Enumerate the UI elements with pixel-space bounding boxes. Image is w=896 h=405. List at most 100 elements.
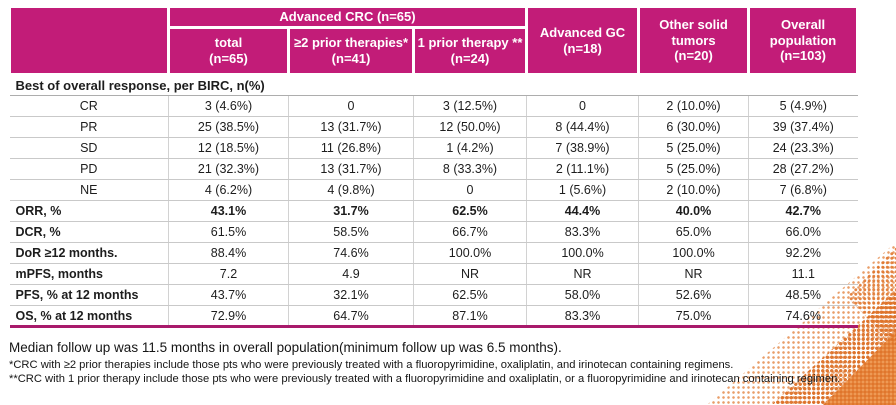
cell-value: 4.9 [288,263,414,285]
cell-value: 1 (4.2%) [412,137,527,159]
cell-value: 39 (37.4%) [748,116,858,138]
cell-value: 3 (12.5%) [412,95,527,117]
cell-value: NR [638,263,749,285]
cell-value: 66.7% [412,221,527,243]
cell-value: 8 (33.3%) [412,158,527,180]
cell-value: 61.5% [168,221,289,243]
table-row-dor: DoR ≥12 months. 88.4% 74.6% 100.0% 100.0… [9,242,858,264]
cell-value: 100.0% [412,242,527,264]
cell-value: 43.1% [168,200,289,222]
section-header-label: Best of overall response, per BIRC, n(%) [9,74,858,96]
cell-value: 2 (11.1%) [526,158,639,180]
table-row-sd: SD 12 (18.5%) 11 (26.8%) 1 (4.2%) 7 (38.… [9,137,858,159]
cell-value: 48.5% [748,284,858,306]
cell-value: 5 (25.0%) [638,137,749,159]
cell-value: 62.5% [412,200,527,222]
cell-value: 64.7% [288,305,414,328]
cell-value: 25 (38.5%) [168,116,289,138]
section-header-row: Best of overall response, per BIRC, n(%) [9,74,858,96]
cell-value: 8 (44.4%) [526,116,639,138]
cell-value: 62.5% [412,284,527,306]
cell-value: 32.1% [288,284,414,306]
table-row-os: OS, % at 12 months 72.9% 64.7% 87.1% 83.… [9,305,858,328]
cell-value: 74.6% [288,242,414,264]
table-row-orr: ORR, % 43.1% 31.7% 62.5% 44.4% 40.0% 42.… [9,200,858,222]
cell-value: 11 (26.8%) [288,137,414,159]
cell-value: 0 [412,179,527,201]
table-row-cr: CR 3 (4.6%) 0 3 (12.5%) 0 2 (10.0%) 5 (4… [9,95,858,117]
cell-value: 7 (38.9%) [526,137,639,159]
row-label: ORR, % [9,200,169,222]
cell-value: 0 [288,95,414,117]
cell-value: 58.0% [526,284,639,306]
col-header-other-solid-tumors: Other solid tumors (n=20) [637,5,751,76]
footnote-median-followup: Median follow up was 11.5 months in over… [9,340,562,355]
cell-value: 12 (50.0%) [412,116,527,138]
cell-value: 11.1 [748,263,858,285]
cell-value: 74.6% [748,305,858,328]
table-row-pr: PR 25 (38.5%) 13 (31.7%) 12 (50.0%) 8 (4… [9,116,858,138]
row-label: CR [9,95,169,117]
cell-value: 100.0% [638,242,749,264]
row-label: PR [9,116,169,138]
row-label: mPFS, months [9,263,169,285]
cell-value: 65.0% [638,221,749,243]
cell-value: 3 (4.6%) [168,95,289,117]
cell-value: 87.1% [412,305,527,328]
cell-value: 1 (5.6%) [526,179,639,201]
cell-value: 52.6% [638,284,749,306]
table-row-ne: NE 4 (6.2%) 4 (9.8%) 0 1 (5.6%) 2 (10.0%… [9,179,858,201]
cell-value: 72.9% [168,305,289,328]
table-row-dcr: DCR, % 61.5% 58.5% 66.7% 83.3% 65.0% 66.… [9,221,858,243]
results-table: Advanced CRC (n=65) Advanced GC (n=18) O… [8,5,860,328]
table-row-mpfs: mPFS, months 7.2 4.9 NR NR NR 11.1 [9,263,858,285]
row-label: DoR ≥12 months. [9,242,169,264]
col-header-overall-population: Overall population (n=103) [747,5,860,76]
col-header-advanced-gc: Advanced GC (n=18) [525,5,641,76]
cell-value: 24 (23.3%) [748,137,858,159]
footnote-crc-ge2-prior: *CRC with ≥2 prior therapies include tho… [9,358,734,371]
footnote-crc-1-prior: **CRC with 1 prior therapy include those… [9,373,841,386]
cell-value: 83.3% [526,221,639,243]
table-row-pfs: PFS, % at 12 months 43.7% 32.1% 62.5% 58… [9,284,858,306]
cell-value: NR [412,263,527,285]
cell-value: 43.7% [168,284,289,306]
cell-value: NR [526,263,639,285]
footnotes: Median follow up was 11.5 months in over… [9,340,889,387]
row-label: PFS, % at 12 months [9,284,169,306]
cell-value: 6 (30.0%) [638,116,749,138]
cell-value: 5 (4.9%) [748,95,858,117]
cell-value: 12 (18.5%) [168,137,289,159]
cell-value: 88.4% [168,242,289,264]
cell-value: 5 (25.0%) [638,158,749,180]
cell-value: 7.2 [168,263,289,285]
cell-value: 13 (31.7%) [288,116,414,138]
col-header-1-prior-therapy: 1 prior therapy ** (n=24) [411,26,529,76]
cell-value: 40.0% [638,200,749,222]
cell-value: 2 (10.0%) [638,95,749,117]
cell-value: 42.7% [748,200,858,222]
row-label: DCR, % [9,221,169,243]
cell-value: 92.2% [748,242,858,264]
cell-value: 2 (10.0%) [638,179,749,201]
row-label: NE [9,179,169,201]
cell-value: 100.0% [526,242,639,264]
cell-value: 21 (32.3%) [168,158,289,180]
cell-value: 4 (9.8%) [288,179,414,201]
row-label: PD [9,158,169,180]
row-label: SD [9,137,169,159]
col-header-ge2-prior-therapies: ≥2 prior therapies* (n=41) [287,26,415,76]
cell-value: 75.0% [638,305,749,328]
cell-value: 83.3% [526,305,639,328]
col-group-advanced-crc: Advanced CRC (n=65) [166,5,529,29]
cell-value: 66.0% [748,221,858,243]
cell-value: 44.4% [526,200,639,222]
cell-value: 28 (27.2%) [748,158,858,180]
cell-value: 7 (6.8%) [748,179,858,201]
cell-value: 31.7% [288,200,414,222]
corner-cell [8,5,170,76]
row-label: OS, % at 12 months [9,305,169,328]
col-header-total: total (n=65) [167,26,290,76]
cell-value: 58.5% [288,221,414,243]
cell-value: 4 (6.2%) [168,179,289,201]
